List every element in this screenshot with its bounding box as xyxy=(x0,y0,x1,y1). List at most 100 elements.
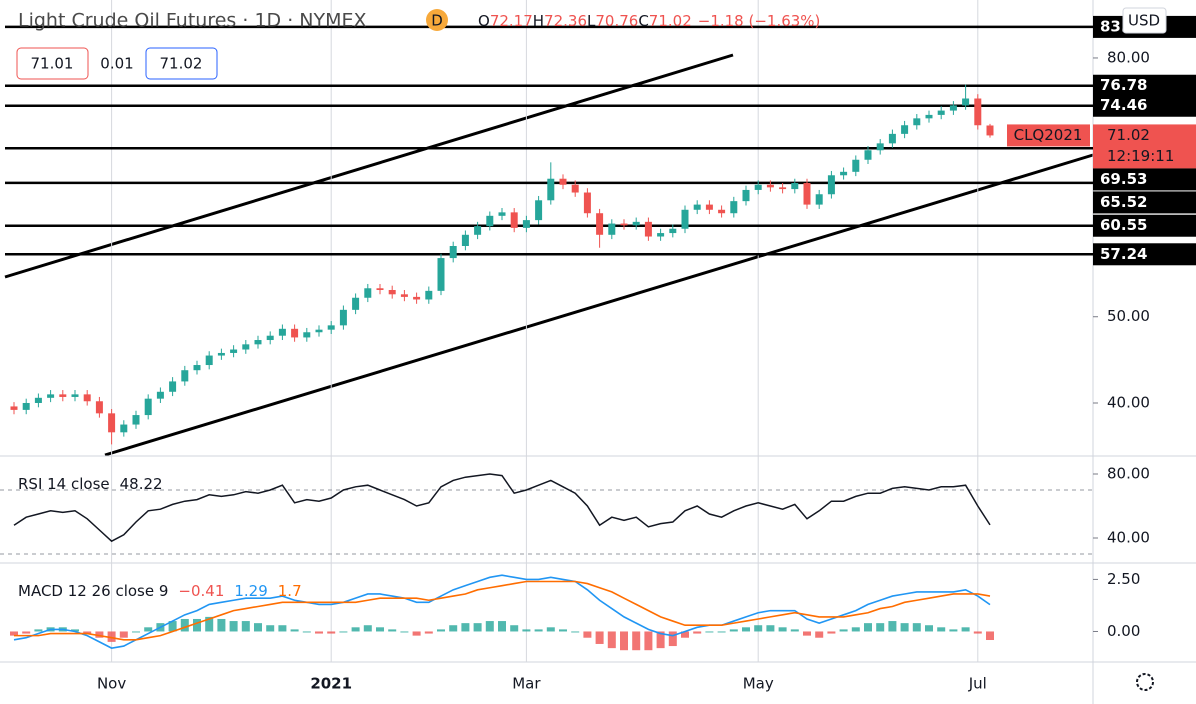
candle-body xyxy=(120,424,128,433)
histogram-bar xyxy=(461,623,470,632)
histogram-bar xyxy=(778,627,787,632)
candle-body xyxy=(193,365,201,371)
candle-body xyxy=(169,381,177,392)
candle-body xyxy=(937,110,945,115)
histogram-bar xyxy=(34,629,43,632)
histogram-bar xyxy=(449,625,458,632)
histogram-bar xyxy=(119,631,128,638)
histogram-bar xyxy=(168,621,177,632)
histogram-bar xyxy=(229,621,238,632)
histogram-bar xyxy=(949,629,958,632)
candle-body xyxy=(949,105,957,111)
rsi-title: RSI 14 close xyxy=(18,475,110,493)
candle-body xyxy=(108,413,116,433)
ohlc-prefix: O xyxy=(478,12,490,30)
level-box xyxy=(1093,191,1196,214)
histogram-bar xyxy=(632,631,641,651)
macd-line xyxy=(13,574,991,649)
candle-body xyxy=(400,294,408,297)
ohlc-value: 72.17 xyxy=(490,12,533,30)
macd-value: 1.7 xyxy=(278,582,302,600)
histogram-bar xyxy=(278,625,287,632)
x-tick-label: Nov xyxy=(97,675,126,693)
histogram-bar xyxy=(595,631,604,644)
candle-body xyxy=(413,296,421,300)
candle-body xyxy=(461,234,469,247)
candle-body xyxy=(827,175,835,195)
histogram-bar xyxy=(693,631,702,634)
y-tick-label: 50.00 xyxy=(1107,307,1150,325)
macd-legend: MACD 12 26 close 9 −0.41 1.29 1.7 xyxy=(18,582,302,600)
level-box xyxy=(1093,74,1196,97)
histogram-bar xyxy=(315,631,323,634)
level-box xyxy=(1093,243,1196,266)
candle-body xyxy=(705,204,713,210)
histogram-bar xyxy=(363,625,372,632)
candle-body xyxy=(22,402,30,410)
candle-body xyxy=(144,398,152,416)
histogram-bar xyxy=(851,627,860,632)
level-label: 65.52 xyxy=(1100,193,1147,211)
histogram-bar xyxy=(620,631,628,651)
macd-title: MACD 12 26 close 9 xyxy=(18,582,168,600)
candle-body xyxy=(852,159,860,172)
candle-body xyxy=(535,200,543,221)
histogram-bar xyxy=(424,631,433,634)
histogram-bar xyxy=(290,629,299,632)
candle-body xyxy=(266,335,274,341)
rsi-value: 48.22 xyxy=(120,475,163,493)
histogram-bar xyxy=(888,621,897,632)
candle-body xyxy=(840,171,848,176)
ohlc-prefix: C xyxy=(638,12,648,30)
trendline[interactable] xyxy=(4,53,734,279)
candle-body xyxy=(620,223,628,226)
candle-body xyxy=(254,340,262,345)
histogram-bar xyxy=(912,623,921,632)
chart-title: Light Crude Oil Futures · 1D · NYMEX xyxy=(18,10,367,32)
candle-body xyxy=(913,118,921,126)
level-label: 76.78 xyxy=(1100,76,1147,94)
symbol-box xyxy=(1007,124,1090,147)
histogram-bar xyxy=(681,631,689,638)
histogram-bar xyxy=(961,627,970,632)
bid: 71.01 xyxy=(31,55,74,73)
candle-body xyxy=(327,325,335,330)
ohlc-legend: O72.17H72.36L70.76C71.02 −1.18 (−1.63%) xyxy=(478,12,820,30)
histogram-bar xyxy=(583,631,592,638)
candle-body xyxy=(474,226,482,235)
hist-value: −0.41 xyxy=(178,582,224,600)
histogram-bar xyxy=(717,631,726,633)
change: −1.18 (−1.63%) xyxy=(698,12,821,30)
settings-icon[interactable] xyxy=(1136,673,1154,691)
candle-body xyxy=(498,212,506,216)
histogram-bar xyxy=(668,631,677,647)
candle-body xyxy=(559,178,567,185)
candle-body xyxy=(425,290,433,300)
y-tick-label: 40.00 xyxy=(1107,529,1150,547)
level-box xyxy=(1093,168,1196,191)
candle-body xyxy=(974,98,982,126)
interval-badge-label: D xyxy=(431,12,443,30)
histogram-bar xyxy=(986,631,994,641)
x-tick-label: 2021 xyxy=(310,675,352,693)
ask-box xyxy=(145,47,218,80)
histogram-bar xyxy=(839,629,848,632)
histogram-bar xyxy=(644,631,653,651)
candle-body xyxy=(291,328,299,338)
candle-body xyxy=(681,209,689,229)
candle-body xyxy=(132,415,140,425)
interval-badge xyxy=(426,9,448,31)
candle-body xyxy=(718,209,726,214)
candle-body xyxy=(693,204,701,210)
candle-body xyxy=(925,114,933,119)
candle-body xyxy=(901,125,909,134)
currency-box xyxy=(1122,7,1167,34)
candle-body xyxy=(339,309,347,326)
candle-body xyxy=(47,394,55,398)
candle-body xyxy=(34,397,42,403)
histogram-bar xyxy=(95,631,104,638)
candle-body xyxy=(657,233,665,237)
trendline[interactable] xyxy=(104,153,1094,457)
histogram-bar xyxy=(571,631,580,633)
histogram-bar xyxy=(705,631,714,633)
